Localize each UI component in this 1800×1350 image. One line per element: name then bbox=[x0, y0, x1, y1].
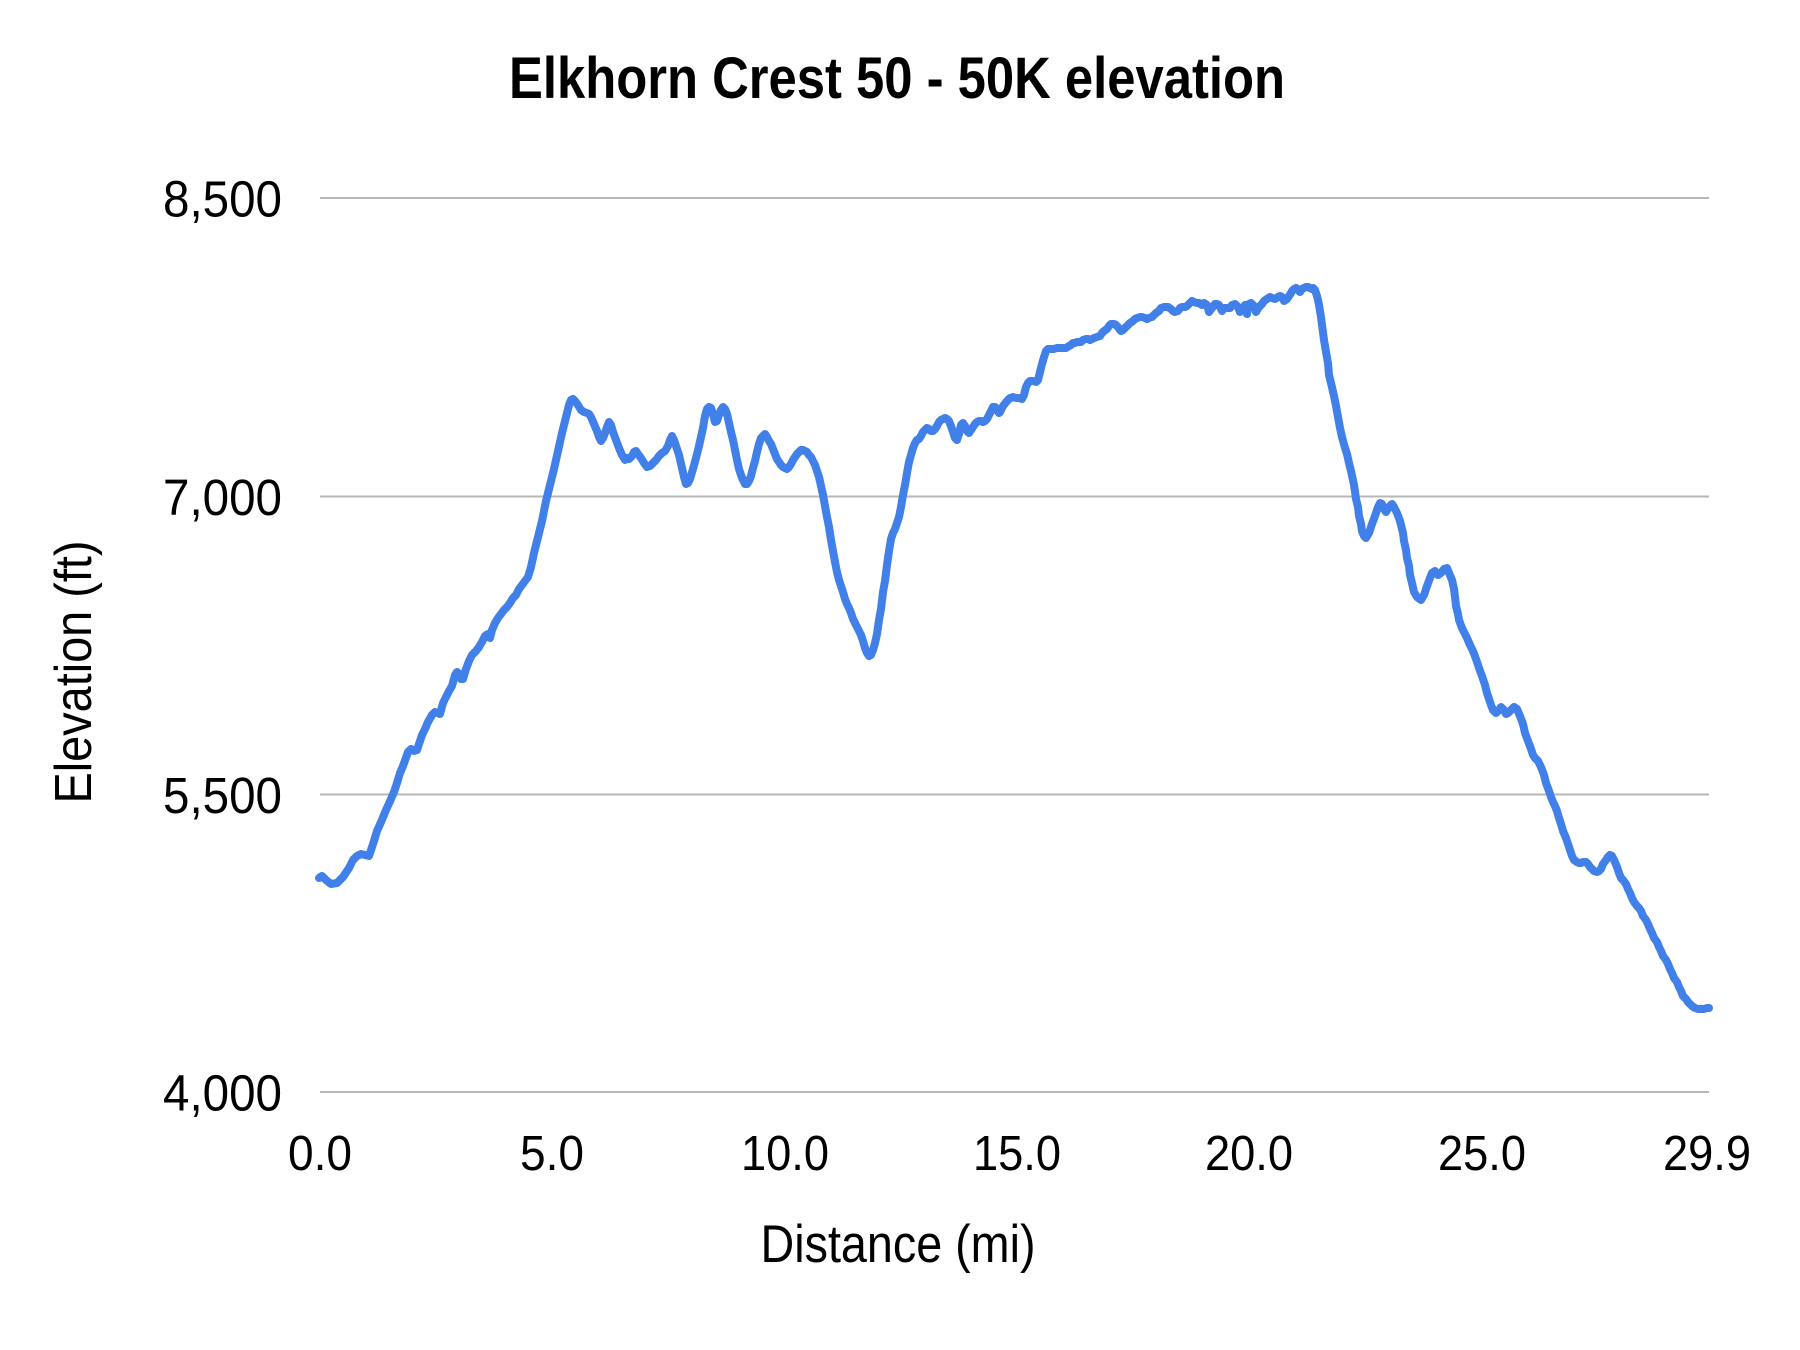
svg-text:29.9: 29.9 bbox=[1663, 1127, 1751, 1181]
svg-text:20.0: 20.0 bbox=[1205, 1127, 1293, 1181]
svg-text:5.0: 5.0 bbox=[520, 1127, 584, 1181]
svg-text:4,000: 4,000 bbox=[163, 1065, 282, 1122]
svg-text:5,500: 5,500 bbox=[163, 767, 282, 824]
svg-text:25.0: 25.0 bbox=[1438, 1127, 1526, 1181]
svg-text:0.0: 0.0 bbox=[288, 1127, 352, 1181]
svg-text:10.0: 10.0 bbox=[741, 1127, 829, 1181]
svg-text:Distance (mi): Distance (mi) bbox=[761, 1215, 1036, 1274]
svg-text:Elevation (ft): Elevation (ft) bbox=[45, 541, 103, 804]
svg-text:7,000: 7,000 bbox=[163, 469, 282, 526]
svg-text:8,500: 8,500 bbox=[163, 171, 282, 228]
svg-text:15.0: 15.0 bbox=[973, 1127, 1061, 1181]
svg-text:Elkhorn Crest 50 - 50K elevati: Elkhorn Crest 50 - 50K elevation bbox=[509, 46, 1285, 111]
